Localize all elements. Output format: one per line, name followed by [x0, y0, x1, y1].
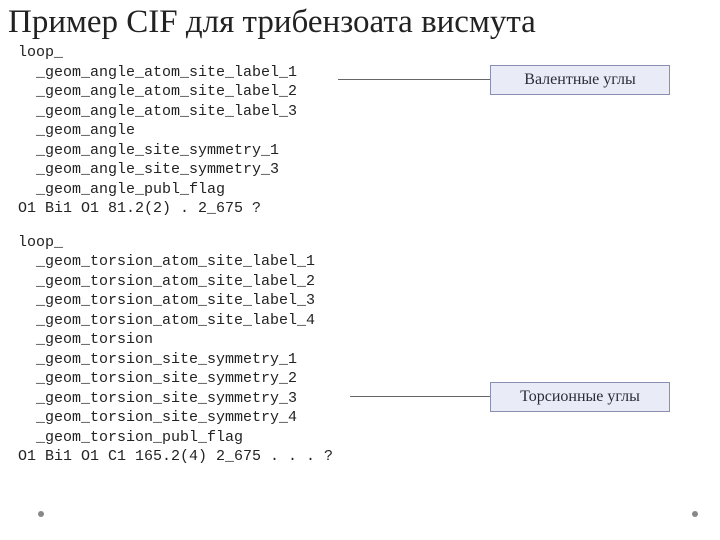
label-torsion-angles: Торсионные углы	[490, 382, 670, 412]
connector-line-2	[350, 396, 490, 397]
decorative-bullet-icon	[38, 511, 44, 517]
decorative-bullet-icon	[692, 511, 698, 517]
label-valence-angles: Валентные углы	[490, 65, 670, 95]
cif-code-block-torsion: loop_ _geom_torsion_atom_site_label_1 _g…	[0, 233, 720, 467]
connector-line-1	[338, 79, 490, 80]
slide-title: Пример CIF для трибензоата висмута	[0, 0, 720, 41]
